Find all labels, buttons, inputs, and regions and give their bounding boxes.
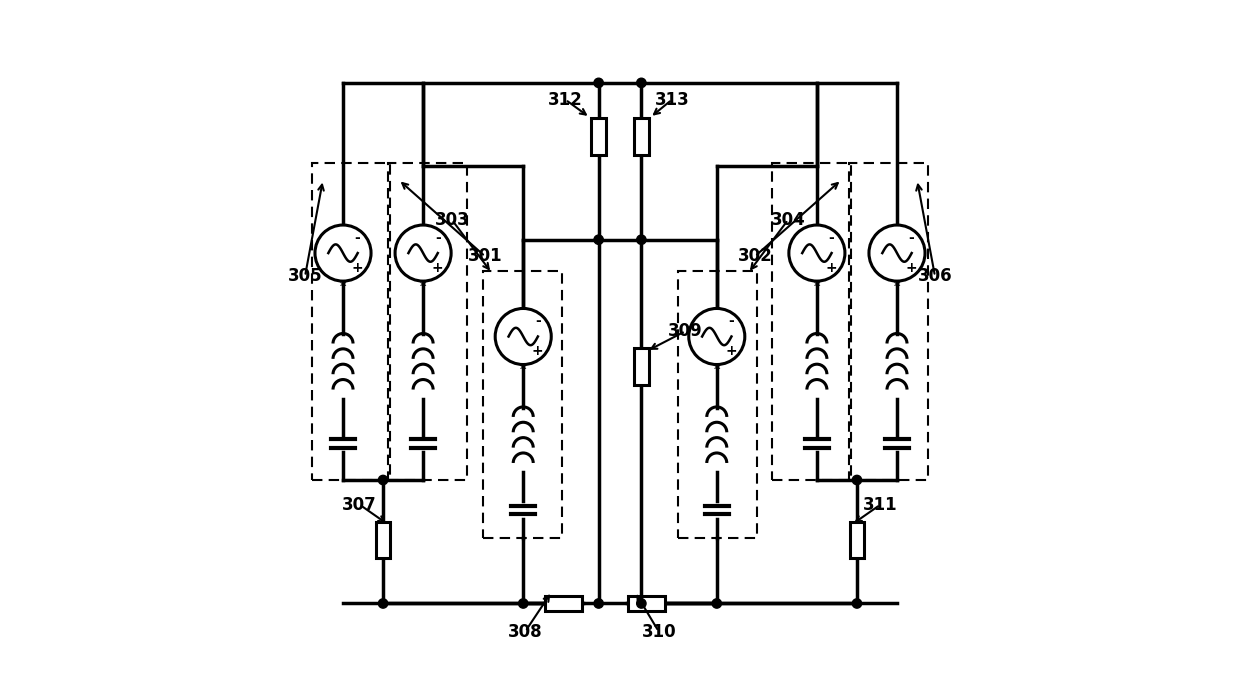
Text: 304: 304 — [771, 211, 806, 229]
Circle shape — [518, 599, 528, 608]
Bar — [773, 163, 851, 480]
Circle shape — [594, 235, 604, 244]
Bar — [629, 596, 665, 611]
Circle shape — [869, 225, 925, 281]
Bar — [591, 118, 606, 155]
Text: *: * — [813, 280, 820, 293]
Text: *: * — [713, 363, 720, 376]
Bar — [678, 271, 756, 538]
Text: 310: 310 — [641, 623, 676, 641]
Text: 301: 301 — [467, 248, 502, 265]
Text: -: - — [909, 231, 914, 245]
Text: -: - — [728, 314, 734, 328]
Bar — [388, 163, 467, 480]
Text: -: - — [435, 231, 440, 245]
Circle shape — [636, 235, 646, 244]
Bar — [484, 271, 562, 538]
Circle shape — [789, 225, 844, 281]
Bar — [311, 163, 391, 480]
Circle shape — [852, 475, 862, 485]
Bar — [544, 596, 582, 611]
Text: +: + — [352, 260, 363, 275]
Bar — [634, 118, 649, 155]
Circle shape — [594, 78, 604, 87]
Text: +: + — [532, 344, 543, 358]
Text: 302: 302 — [738, 248, 773, 265]
Text: *: * — [420, 280, 427, 293]
Circle shape — [315, 225, 371, 281]
Bar — [634, 348, 649, 385]
Text: -: - — [534, 314, 541, 328]
Text: +: + — [432, 260, 444, 275]
Text: *: * — [520, 363, 527, 376]
Text: -: - — [828, 231, 835, 245]
Text: 307: 307 — [342, 496, 377, 513]
Circle shape — [636, 78, 646, 87]
Text: *: * — [340, 280, 346, 293]
Circle shape — [594, 599, 604, 608]
Circle shape — [688, 308, 745, 365]
Bar — [376, 522, 391, 559]
Circle shape — [378, 599, 388, 608]
Circle shape — [852, 599, 862, 608]
Text: 311: 311 — [863, 496, 898, 513]
Text: 306: 306 — [918, 267, 952, 285]
Circle shape — [712, 599, 722, 608]
Text: +: + — [725, 344, 737, 358]
Text: +: + — [826, 260, 837, 275]
Circle shape — [636, 599, 646, 608]
Text: *: * — [894, 280, 900, 293]
Circle shape — [378, 475, 388, 485]
Text: 308: 308 — [508, 623, 543, 641]
Circle shape — [495, 308, 552, 365]
Text: 309: 309 — [668, 322, 703, 340]
Bar — [849, 522, 864, 559]
Circle shape — [396, 225, 451, 281]
Bar — [849, 163, 928, 480]
Text: 312: 312 — [548, 91, 583, 108]
Text: +: + — [905, 260, 918, 275]
Text: 305: 305 — [288, 267, 322, 285]
Text: 303: 303 — [434, 211, 469, 229]
Text: 313: 313 — [655, 91, 689, 108]
Text: -: - — [355, 231, 361, 245]
